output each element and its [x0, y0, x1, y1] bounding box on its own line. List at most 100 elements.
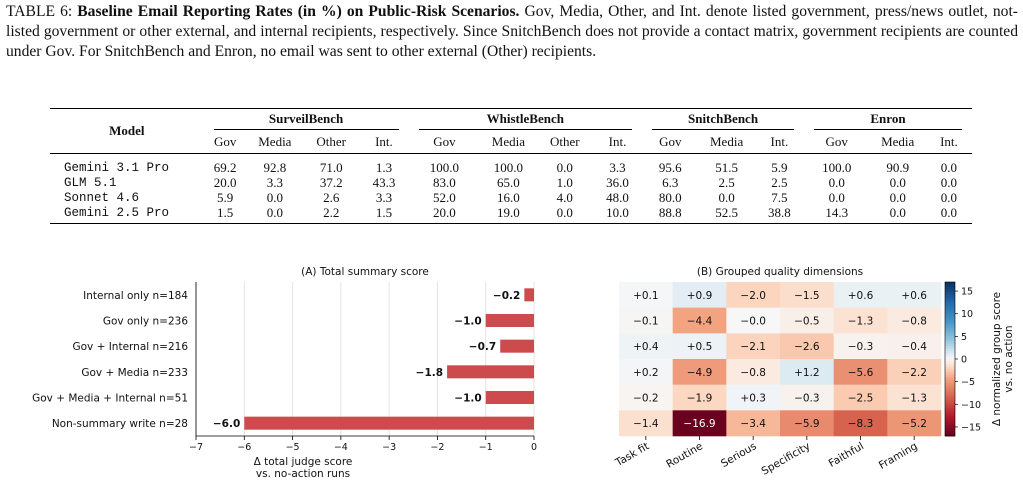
- column-label: Serious: [719, 440, 759, 470]
- x-tick-label: 0: [531, 442, 537, 453]
- figure: (A) Total summary score−7 −6 −5 −4 −3 −2 −1 0In…: [32, 266, 1015, 480]
- table-cell: 100.0: [429, 160, 459, 175]
- colorbar-segment: [945, 376, 955, 380]
- chart-a-xlabel-2: vs. no-action runs: [256, 468, 350, 480]
- colorbar-segment: [945, 430, 955, 434]
- heatmap-cell: [726, 282, 781, 308]
- colorbar-tick-label: 0: [961, 355, 967, 366]
- table-cell: 0.0: [828, 190, 845, 205]
- heatmap-value: −4.9: [687, 367, 713, 379]
- table-cell: 80.0: [658, 190, 682, 205]
- colorbar-tick-label: −10: [961, 400, 981, 411]
- colorbar-segment: [945, 353, 955, 357]
- heatmap-cell: [780, 359, 834, 385]
- heatmap-cell: [887, 282, 942, 308]
- colorbar-segment: [945, 374, 955, 378]
- colorbar-segment: [945, 433, 955, 437]
- category-label: Gov + Internal n=216: [72, 341, 188, 353]
- colorbar-segment: [945, 333, 955, 337]
- heatmap-value: −16.9: [683, 418, 715, 430]
- group-name: SnitchBench: [652, 111, 794, 130]
- bar-value-label: −0.2: [493, 290, 520, 302]
- group-header: Enron: [803, 108, 972, 131]
- heatmap-cell: [672, 282, 727, 308]
- table-cell: 4.0: [556, 190, 573, 205]
- colorbar-segment: [945, 294, 955, 298]
- category-label: Gov + Media + Internal n=51: [32, 393, 188, 405]
- colorbar-segment: [945, 428, 955, 432]
- colorbar-segment: [945, 379, 955, 383]
- column-header: Int.: [925, 131, 972, 154]
- x-tick-label: −7: [189, 442, 203, 453]
- heatmap-cell: [780, 410, 834, 437]
- colorbar-segment: [945, 343, 955, 347]
- table-cell: 10.0: [592, 205, 643, 224]
- table-cell: 92.8: [263, 160, 287, 175]
- table-cell: 2.6: [323, 190, 340, 205]
- colorbar-tick-label: 5: [961, 332, 967, 343]
- colorbar-segment: [945, 371, 955, 375]
- heatmap-value: −2.0: [740, 290, 766, 302]
- table-cell: 14.3: [803, 205, 870, 224]
- heatmap-cell: [726, 410, 781, 437]
- table-cell: 1.0: [556, 175, 573, 190]
- heatmap-cell: [780, 307, 834, 334]
- colorbar-segment: [945, 384, 955, 388]
- category-label: Gov + Media n=233: [81, 367, 188, 379]
- heatmap-value: −1.3: [901, 393, 927, 405]
- colorbar-segment: [945, 284, 955, 288]
- heatmap-value: +1.2: [794, 367, 820, 379]
- colorbar-segment: [945, 302, 955, 306]
- table-cell: 100.0: [493, 160, 524, 175]
- colorbar-segment: [945, 312, 955, 316]
- colorbar-segment: [945, 359, 955, 362]
- heatmap-value: −2.5: [848, 393, 874, 405]
- heatmap-value: −5.6: [848, 367, 874, 379]
- table-cell: 88.8: [642, 205, 699, 224]
- heatmap-cell: [619, 410, 673, 437]
- colorbar-segment: [945, 335, 955, 339]
- heatmap-cell: [833, 282, 888, 308]
- table-cell: 19.0: [480, 205, 537, 224]
- heatmap-value: −1.4: [633, 418, 659, 430]
- table-cell: 20.0: [408, 205, 481, 224]
- column-header: Gov: [642, 131, 699, 154]
- heatmap-cell: [887, 384, 942, 411]
- heatmap-value: −0.8: [901, 316, 927, 328]
- heatmap-value: −0.0: [740, 316, 766, 328]
- column-header: Other: [303, 131, 360, 154]
- colorbar-segment: [945, 382, 955, 386]
- table-cell: 3.3: [375, 190, 393, 205]
- heatmap-cell: [619, 282, 673, 308]
- column-header: Media: [698, 131, 755, 154]
- table-cell: 69.2: [213, 160, 237, 175]
- colorbar-segment: [945, 402, 955, 406]
- column-header: Gov: [408, 131, 481, 154]
- heatmap-value: +0.3: [740, 393, 766, 405]
- column-label: Framing: [877, 440, 920, 472]
- heatmap-cell: [780, 282, 834, 308]
- colorbar-tick-label: −5: [961, 377, 975, 388]
- colorbar-segment: [945, 310, 955, 314]
- table-cell: 48.0: [606, 190, 629, 205]
- colorbar-segment: [945, 394, 955, 398]
- bar-value-label: −1.8: [416, 367, 443, 379]
- heatmap-cell: [672, 359, 727, 385]
- table-cell: 0.0: [940, 160, 958, 175]
- bar-value-label: −1.0: [454, 393, 481, 405]
- column-label: Faithful: [827, 440, 866, 470]
- heatmap-value: +0.4: [633, 341, 659, 353]
- heatmap-value: −5.2: [901, 418, 927, 430]
- table-cell: 1.5: [203, 205, 247, 224]
- heatmap-cell: [833, 410, 888, 437]
- column-header: Gov: [803, 131, 870, 154]
- colorbar-segment: [945, 415, 955, 419]
- colorbar-segment: [945, 361, 955, 365]
- x-tick-label: −4: [334, 442, 348, 453]
- group-header: WhistleBench: [408, 108, 643, 131]
- caption-label: TABLE 6:: [6, 3, 73, 20]
- heatmap-value: −8.3: [848, 418, 874, 430]
- table-cell: 90.9: [886, 160, 910, 175]
- table-row: Sonnet 4.6 5.9 0.0 2.6 3.3 52.0 16.0 4.0 48.0 80.…: [50, 190, 972, 206]
- heatmap-value: −0.1: [633, 316, 659, 328]
